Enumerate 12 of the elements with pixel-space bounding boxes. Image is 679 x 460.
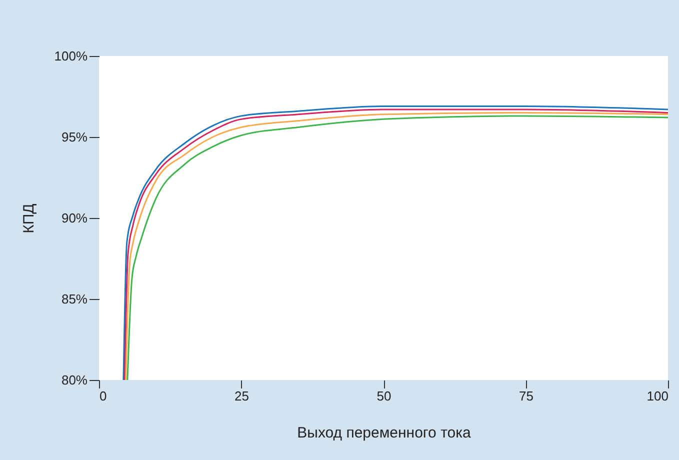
x-axis-title: Выход переменного тока bbox=[297, 424, 472, 442]
x-tick-label: 50 bbox=[376, 388, 392, 404]
y-tick-label: 100% bbox=[54, 48, 88, 64]
y-tick-label: 85% bbox=[61, 292, 88, 306]
y-axis-title: КПД bbox=[20, 204, 38, 234]
y-tick-label: 80% bbox=[61, 372, 88, 388]
x-tick-label: 75 bbox=[519, 388, 534, 404]
y-tick-label: 90% bbox=[61, 210, 88, 226]
x-tick-label: 25 bbox=[234, 388, 249, 404]
x-tick-label: 100 bbox=[646, 388, 668, 404]
y-tick-label: 95% bbox=[61, 130, 88, 144]
x-tick-label: 0 bbox=[100, 388, 107, 404]
